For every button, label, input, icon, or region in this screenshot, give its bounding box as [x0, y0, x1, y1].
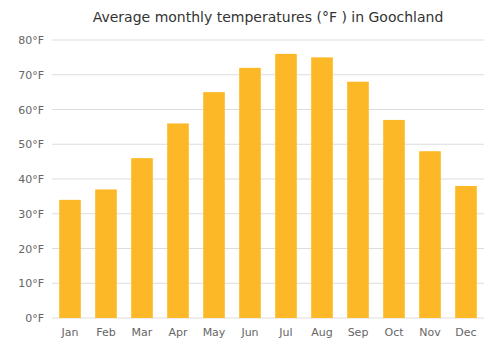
y-tick-label: 80°F — [18, 34, 44, 47]
x-tick-label: Feb — [96, 326, 115, 339]
x-axis: Jan Feb Mar Apr May Jun Jul Aug Sep Oct Nov Dec — [61, 326, 477, 339]
grid-line — [52, 74, 484, 75]
x-tick-label: Jun — [240, 326, 258, 339]
bar — [203, 92, 225, 318]
x-tick-label: Nov — [419, 326, 441, 339]
y-tick-label: 70°F — [18, 69, 44, 82]
grid-line — [52, 109, 484, 110]
x-tick-label: Mar — [132, 326, 153, 339]
x-tick-label: Aug — [311, 326, 332, 339]
bar — [275, 54, 297, 318]
grid-line — [52, 144, 484, 145]
grid-line — [52, 40, 484, 41]
x-tick-label: Jan — [61, 326, 79, 339]
x-tick-label: Oct — [384, 326, 404, 339]
bar — [167, 123, 189, 318]
chart-title: Average monthly temperatures (°F ) in Go… — [93, 9, 444, 25]
y-tick-label: 50°F — [18, 138, 44, 151]
x-tick-label: Sep — [348, 326, 369, 339]
bar — [455, 186, 477, 318]
bar — [419, 151, 441, 318]
bar — [347, 82, 369, 318]
chart-container: 0°F 10°F 20°F 30°F 40°F 50°F 60°F 70°F 80°F Jan Fe… — [0, 0, 500, 350]
y-tick-label: 20°F — [18, 243, 44, 256]
y-tick-label: 10°F — [18, 277, 44, 290]
bar — [131, 158, 153, 318]
y-tick-label: 0°F — [25, 312, 44, 325]
bar — [311, 57, 333, 318]
y-tick-label: 40°F — [18, 173, 44, 186]
y-grid — [52, 40, 484, 318]
x-tick-label: May — [203, 326, 226, 339]
bar — [59, 200, 81, 318]
y-axis: 0°F 10°F 20°F 30°F 40°F 50°F 60°F 70°F 80°F — [18, 34, 44, 325]
x-tick-label: Dec — [455, 326, 476, 339]
bar — [95, 189, 117, 318]
y-tick-label: 30°F — [18, 208, 44, 221]
bar — [383, 120, 405, 318]
bars — [59, 54, 477, 318]
chart-svg: 0°F 10°F 20°F 30°F 40°F 50°F 60°F 70°F 80°F Jan Fe… — [0, 0, 500, 350]
x-tick-label: Jul — [278, 326, 292, 339]
y-tick-label: 60°F — [18, 104, 44, 117]
x-tick-label: Apr — [168, 326, 188, 339]
bar — [239, 68, 261, 318]
